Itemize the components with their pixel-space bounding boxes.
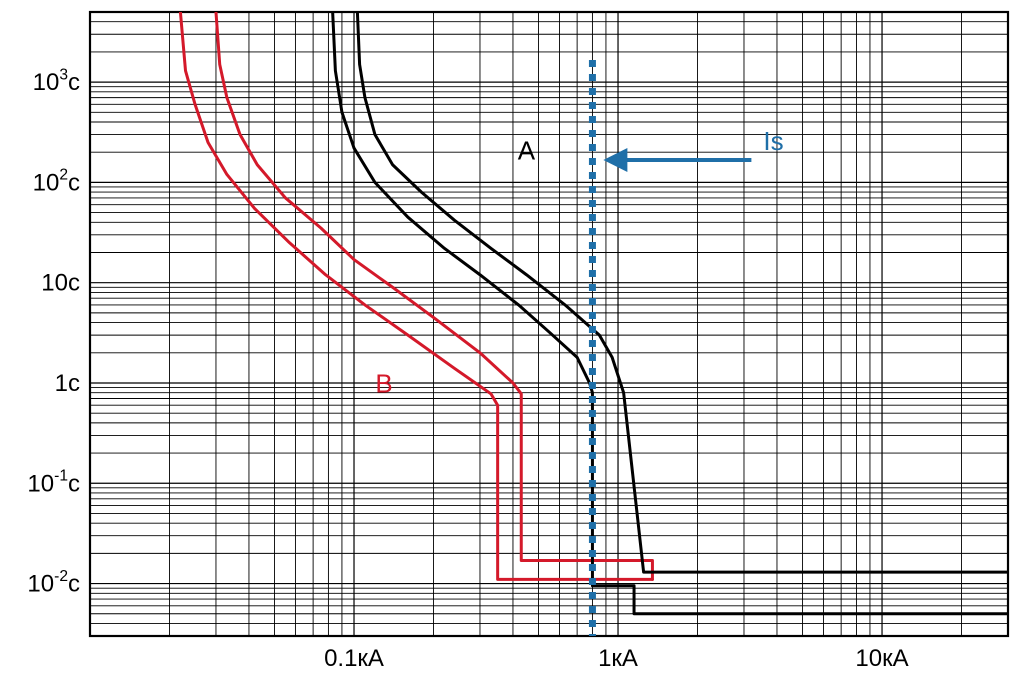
y-tick-label: 10-2с [27,568,80,598]
chart-svg: 0.1кА 1кА 10кА 10-2с 10-1с 1с 10с 102с 103с A B Is [0,0,1024,689]
time-current-chart: { "chart": { "width": 1024, "height": 68… [0,0,1024,689]
y-tick-label: 10с [41,270,80,297]
curve-B-label: B [375,369,392,399]
y-tick-label: 1с [55,370,80,397]
x-tick-label: 1кА [598,645,638,672]
x-tick-label: 0.1кА [324,645,384,672]
y-tick-label: 103с [33,66,80,96]
y-tick-label: 102с [33,167,80,197]
x-tick-label: 10кА [855,645,908,672]
y-tick-label: 10-1с [27,467,80,497]
curve-A-label: A [518,135,536,165]
is-arrow-label: Is [763,126,783,156]
